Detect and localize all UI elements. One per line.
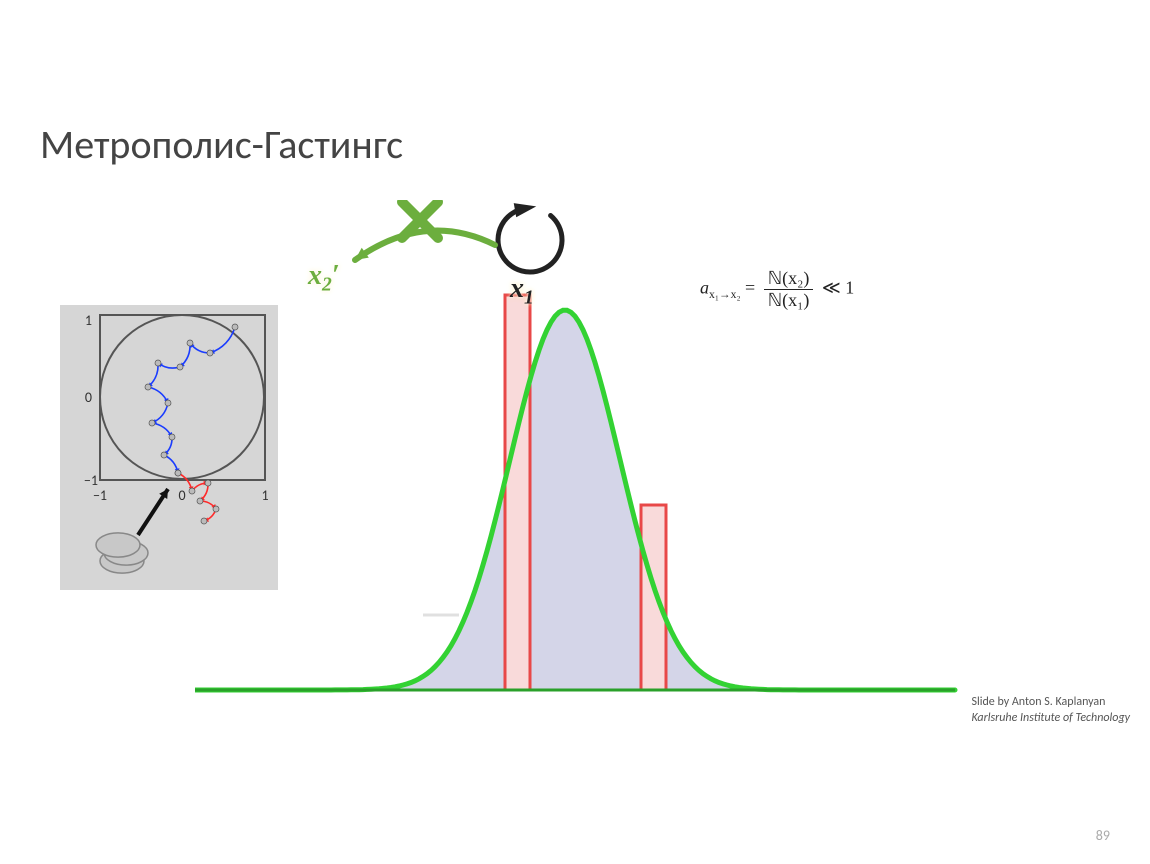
slide-credit: Slide by Anton S. Kaplanyan Karlsruhe In… bbox=[971, 695, 1130, 726]
histogram-bar-1 bbox=[505, 295, 530, 690]
histogram-bar-2 bbox=[641, 505, 666, 690]
slide-number: 89 bbox=[1096, 827, 1110, 844]
svg-text:0: 0 bbox=[85, 389, 92, 406]
reject-arrow-icon bbox=[355, 231, 495, 260]
self-loop-icon bbox=[498, 203, 562, 272]
svg-text:−1: −1 bbox=[93, 487, 107, 504]
svg-text:1: 1 bbox=[261, 487, 268, 504]
credit-institution: Karlsruhe Institute of Technology bbox=[971, 711, 1130, 727]
label-x2-prime: x2′ bbox=[308, 260, 340, 297]
svg-text:0: 0 bbox=[178, 487, 185, 504]
random-walk-diagram: 1 0 −1 −1 0 1 bbox=[60, 305, 278, 590]
acceptance-ratio-formula: ax₁→x₂ = ℕ(x₂)ℕ(x₁) ≪ 1 bbox=[700, 268, 854, 311]
distribution-fill bbox=[195, 310, 955, 690]
label-x1: x1 bbox=[510, 273, 534, 310]
credit-author: Slide by Anton S. Kaplanyan bbox=[971, 695, 1130, 711]
svg-text:1: 1 bbox=[85, 312, 92, 329]
slide-title: Метрополис-Гастингс bbox=[40, 120, 403, 169]
